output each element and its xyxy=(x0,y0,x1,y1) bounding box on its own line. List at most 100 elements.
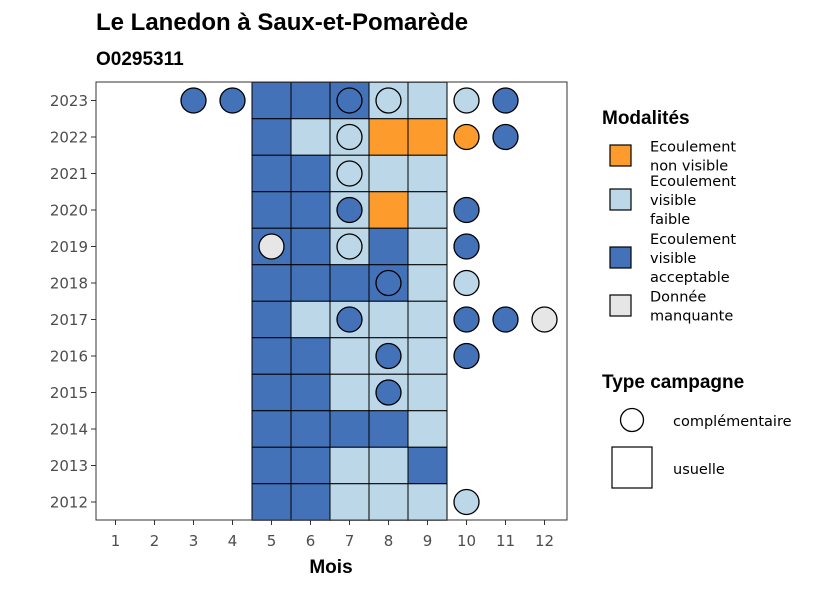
x-tick-label: 5 xyxy=(267,532,277,550)
legend-label-line: Ecoulement xyxy=(650,174,736,190)
tile-2019-9 xyxy=(407,227,448,266)
tile-2022-8 xyxy=(368,118,409,156)
tile-2022-5 xyxy=(251,118,292,156)
tile-2020-9 xyxy=(407,191,448,229)
legend-modalites: Modalités Ecoulement non visibleEcoulemen… xyxy=(602,108,736,325)
point-2023-8 xyxy=(375,87,402,114)
point-2016-10 xyxy=(453,342,480,370)
y-tick-label: 2020 xyxy=(50,202,88,220)
point-2023-10 xyxy=(453,87,480,114)
tile-2012-8 xyxy=(368,483,409,521)
point-2021-7 xyxy=(336,160,363,187)
tile-2016-5 xyxy=(251,337,292,375)
legend-label-faible: Ecoulement visible faible xyxy=(650,174,736,228)
point-2023-7 xyxy=(336,87,363,114)
point-2012-10 xyxy=(453,488,480,516)
point-2020-7 xyxy=(336,196,363,224)
y-axis: 2012 2013 2014 2015 2016 2017 2018 2019 2020 2021… xyxy=(50,92,96,512)
tile-2015-7 xyxy=(329,373,370,412)
plot-panel-border xyxy=(95,81,568,521)
x-tick-label: 9 xyxy=(423,532,433,550)
y-tick-label: 2023 xyxy=(50,92,88,110)
tile-2012-6 xyxy=(290,483,331,521)
tile-2018-6 xyxy=(290,264,331,302)
point-layer xyxy=(180,87,558,516)
point-2017-7 xyxy=(336,306,363,333)
legend-label-line: manquante xyxy=(650,309,733,325)
tile-2013-5 xyxy=(251,446,292,485)
y-tick-label: 2013 xyxy=(50,457,88,475)
tile-2015-5 xyxy=(251,373,292,412)
tile-2021-9 xyxy=(407,154,448,193)
tile-2023-6 xyxy=(290,81,331,120)
tile-2020-6 xyxy=(290,191,331,229)
legend-key-non_visible xyxy=(609,144,632,167)
y-tick-label: 2016 xyxy=(50,348,88,366)
tile-2018-9 xyxy=(407,264,448,302)
tile-2012-5 xyxy=(251,483,292,521)
x-tick-label: 3 xyxy=(189,532,199,550)
point-2023-11 xyxy=(492,87,519,114)
point-2022-11 xyxy=(492,123,519,151)
legend-label-line: acceptable xyxy=(650,270,730,286)
tile-2014-5 xyxy=(251,410,292,448)
legend-label-line: visible xyxy=(650,193,696,209)
tile-2017-8 xyxy=(368,300,409,339)
tile-2014-8 xyxy=(368,410,409,448)
y-tick-label: 2022 xyxy=(50,129,88,147)
legend-modalites-title: Modalités xyxy=(602,108,690,129)
legend-label-non_visible: Ecoulement non visible xyxy=(650,140,736,175)
x-tick-label: 11 xyxy=(496,532,515,550)
tile-2014-7 xyxy=(329,410,370,448)
tile-2022-9 xyxy=(407,118,448,156)
x-tick-label: 7 xyxy=(345,532,355,550)
legend-label-complementaire: complémentaire xyxy=(673,414,792,430)
tile-2013-9 xyxy=(407,446,448,485)
tile-2023-5 xyxy=(251,81,292,120)
legend-key-faible xyxy=(609,188,632,211)
tile-2017-5 xyxy=(251,300,292,339)
tile-2019-6 xyxy=(290,227,331,266)
tile-2014-9 xyxy=(407,410,448,448)
tile-2023-9 xyxy=(407,81,448,120)
legend-key-acceptable xyxy=(609,246,632,269)
legend-label-line: Donnée xyxy=(650,290,706,306)
tile-2012-9 xyxy=(407,483,448,521)
y-tick-label: 2017 xyxy=(50,311,88,329)
legend-key-manquante xyxy=(609,294,632,317)
y-tick-label: 2018 xyxy=(50,275,88,293)
x-tick-label: 10 xyxy=(457,532,476,550)
point-2023-4 xyxy=(219,87,246,114)
x-tick-label: 2 xyxy=(150,532,160,550)
point-2020-10 xyxy=(453,196,480,224)
tile-2015-9 xyxy=(407,373,448,412)
y-tick-label: 2015 xyxy=(50,384,88,402)
legend-label-acceptable: Ecoulement visible acceptable xyxy=(650,232,736,286)
tile-2021-5 xyxy=(251,154,292,193)
tile-2016-9 xyxy=(407,337,448,375)
point-2023-3 xyxy=(180,87,207,114)
legend-label-line: Ecoulement xyxy=(650,140,736,156)
tile-2017-6 xyxy=(290,300,331,339)
tile-2021-6 xyxy=(290,154,331,193)
tile-2013-8 xyxy=(368,446,409,485)
point-2018-10 xyxy=(453,269,480,297)
legend-label-line: Ecoulement xyxy=(650,232,736,248)
tile-2017-9 xyxy=(407,300,448,339)
x-tick-label: 6 xyxy=(306,532,316,550)
legend-label-line: faible xyxy=(650,212,690,228)
x-tick-label: 12 xyxy=(535,532,554,550)
chart-subtitle: O0295311 xyxy=(96,49,184,70)
tile-2016-7 xyxy=(329,337,370,375)
tile-2019-8 xyxy=(368,227,409,266)
point-2022-7 xyxy=(336,123,363,151)
point-2017-11 xyxy=(492,306,519,333)
legend-label-line: non visible xyxy=(650,159,728,175)
x-tick-label: 8 xyxy=(384,532,394,550)
legend-key-usuelle xyxy=(611,446,653,489)
tile-2021-8 xyxy=(368,154,409,193)
tile-2020-5 xyxy=(251,191,292,229)
y-tick-label: 2019 xyxy=(50,238,88,256)
legend-label-usuelle: usuelle xyxy=(673,462,725,478)
